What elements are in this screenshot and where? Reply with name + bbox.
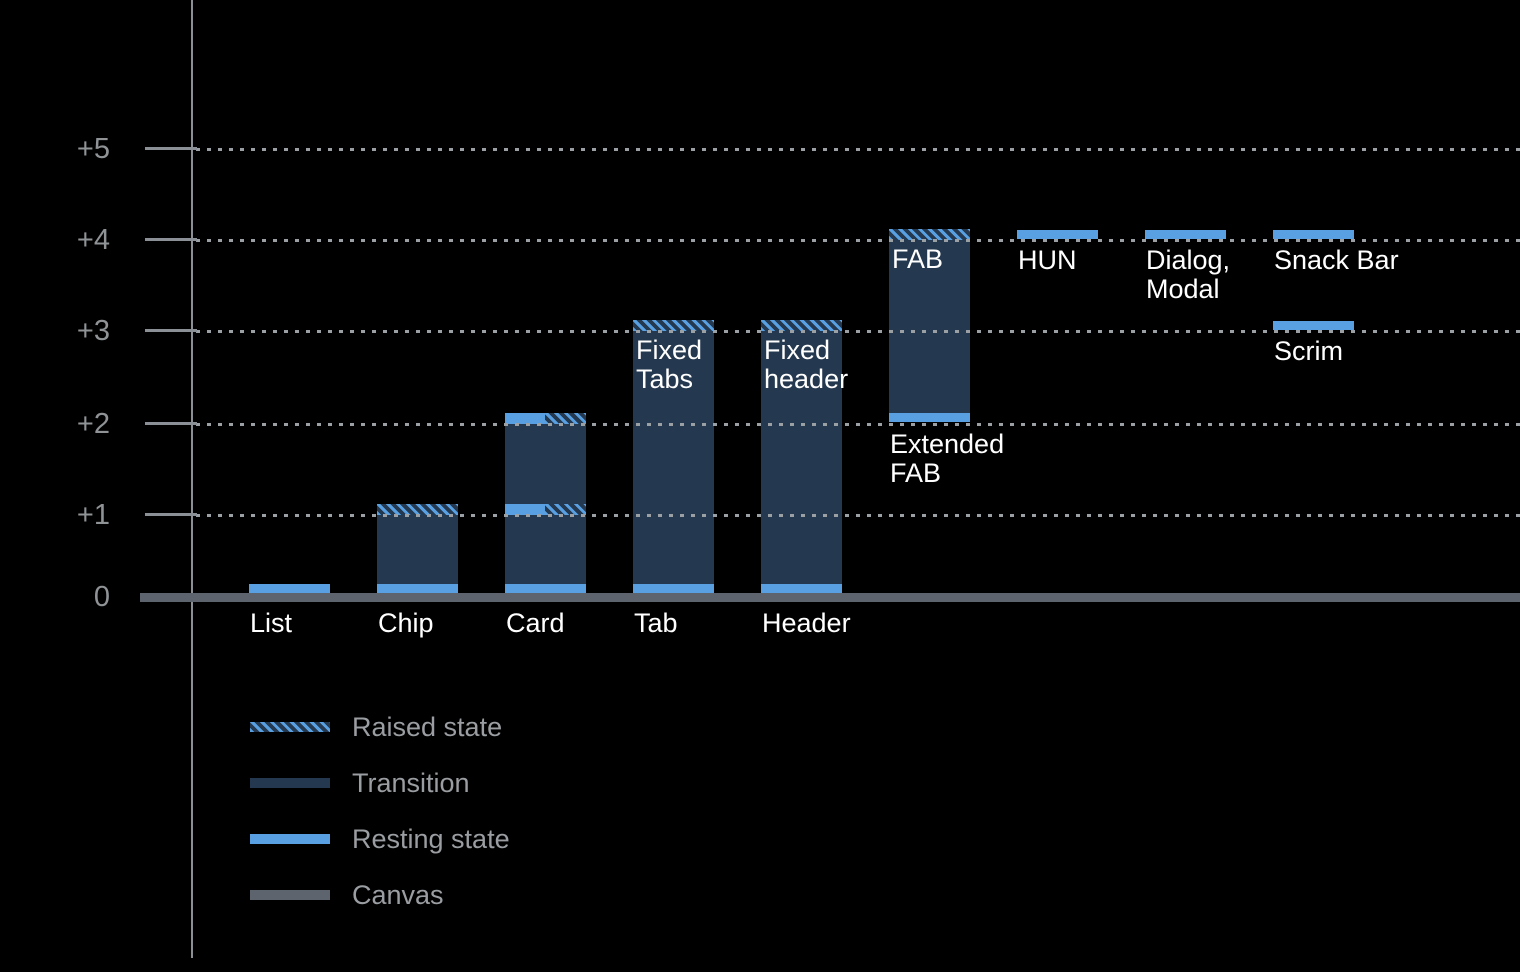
tab-axis-label: Tab bbox=[634, 608, 678, 638]
header-raised-band bbox=[761, 320, 842, 331]
tab-inner-label: Fixed Tabs bbox=[636, 336, 787, 394]
fab-inner-label: FAB bbox=[892, 245, 1043, 274]
y-tick-4 bbox=[145, 238, 197, 241]
y-axis-label-3: +3 bbox=[76, 315, 110, 347]
fab-label-line: FAB bbox=[890, 458, 942, 488]
hun-resting-bar bbox=[1017, 230, 1098, 239]
list-axis-label: List bbox=[250, 608, 293, 638]
snack-bar-resting-bar bbox=[1273, 230, 1354, 239]
chip-axis-label: Chip bbox=[378, 608, 434, 638]
legend-label-raised: Raised state bbox=[352, 712, 503, 742]
y-axis-label-0: 0 bbox=[93, 581, 110, 613]
gridline-1 bbox=[196, 514, 1520, 517]
legend-label-transition: Transition bbox=[352, 768, 470, 798]
card-raised-band-mid bbox=[545, 504, 586, 515]
fab-raised-band bbox=[889, 229, 970, 240]
legend-swatch-resting bbox=[250, 834, 330, 844]
tab-inner-label-line: Fixed bbox=[636, 335, 703, 365]
canvas-baseline bbox=[140, 593, 1520, 602]
y-tick-2 bbox=[145, 422, 197, 425]
dialog-modal-resting-bar bbox=[1145, 230, 1226, 239]
legend-label-resting: Resting state bbox=[352, 824, 510, 854]
hun-label: HUN bbox=[1018, 246, 1228, 275]
fab-resting-band bbox=[889, 413, 970, 422]
tab-raised-band bbox=[633, 320, 714, 331]
y-tick-1 bbox=[145, 513, 197, 516]
header-axis-label: Header bbox=[762, 608, 851, 638]
snack-bar-label: Snack Bar bbox=[1274, 246, 1484, 275]
header-resting-band bbox=[761, 584, 842, 593]
gridline-3 bbox=[196, 330, 1520, 333]
scrim-label: Scrim bbox=[1274, 337, 1484, 366]
list-resting-bar bbox=[249, 584, 330, 593]
y-axis-label-4: +4 bbox=[76, 224, 110, 256]
scrim-resting-bar bbox=[1273, 321, 1354, 330]
chip-raised-band bbox=[377, 504, 458, 515]
card-transition-bar bbox=[505, 413, 586, 593]
scrim-label-line: Scrim bbox=[1274, 336, 1343, 366]
gridline-5 bbox=[196, 148, 1520, 151]
y-tick-3 bbox=[145, 329, 197, 332]
hun-label-line: HUN bbox=[1018, 245, 1077, 275]
y-axis-label-1: +1 bbox=[76, 499, 110, 531]
tab-inner-label-line: Tabs bbox=[636, 364, 694, 394]
dialog-modal-label: Dialog, Modal bbox=[1146, 246, 1356, 304]
legend-label-canvas: Canvas bbox=[352, 880, 444, 910]
card-resting-band-top bbox=[505, 413, 545, 424]
card-resting-band bbox=[505, 584, 586, 593]
fab-inner-label-line: FAB bbox=[892, 244, 944, 274]
fab-label-line: Extended bbox=[890, 429, 1005, 459]
snack-bar-label-line: Snack Bar bbox=[1274, 245, 1399, 275]
header-inner-label: Fixed header bbox=[764, 336, 915, 394]
card-raised-band-top bbox=[545, 413, 586, 424]
y-axis-label-5: +5 bbox=[76, 133, 110, 165]
fab-label: Extended FAB bbox=[890, 430, 1100, 488]
gridline-4 bbox=[196, 239, 1520, 242]
card-axis-label: Card bbox=[506, 608, 565, 638]
tab-resting-band bbox=[633, 584, 714, 593]
header-inner-label-line: Fixed bbox=[764, 335, 831, 365]
tab-transition-bar bbox=[633, 320, 714, 593]
header-transition-bar bbox=[761, 320, 842, 593]
legend-swatch-canvas bbox=[250, 890, 330, 900]
chip-transition-bar bbox=[377, 504, 458, 593]
fab-transition-bar bbox=[889, 229, 970, 422]
y-axis-label-2: +2 bbox=[76, 408, 110, 440]
dialog-modal-label-line: Dialog, bbox=[1146, 245, 1231, 275]
header-inner-label-line: header bbox=[764, 364, 849, 394]
card-resting-band-mid bbox=[505, 504, 545, 515]
legend-swatch-transition bbox=[250, 778, 330, 788]
y-axis-line bbox=[191, 0, 193, 958]
y-tick-5 bbox=[145, 147, 197, 150]
legend-swatch-raised bbox=[250, 722, 330, 732]
gridline-2 bbox=[196, 423, 1520, 426]
chip-resting-band bbox=[377, 584, 458, 593]
dialog-modal-label-line: Modal bbox=[1146, 274, 1220, 304]
